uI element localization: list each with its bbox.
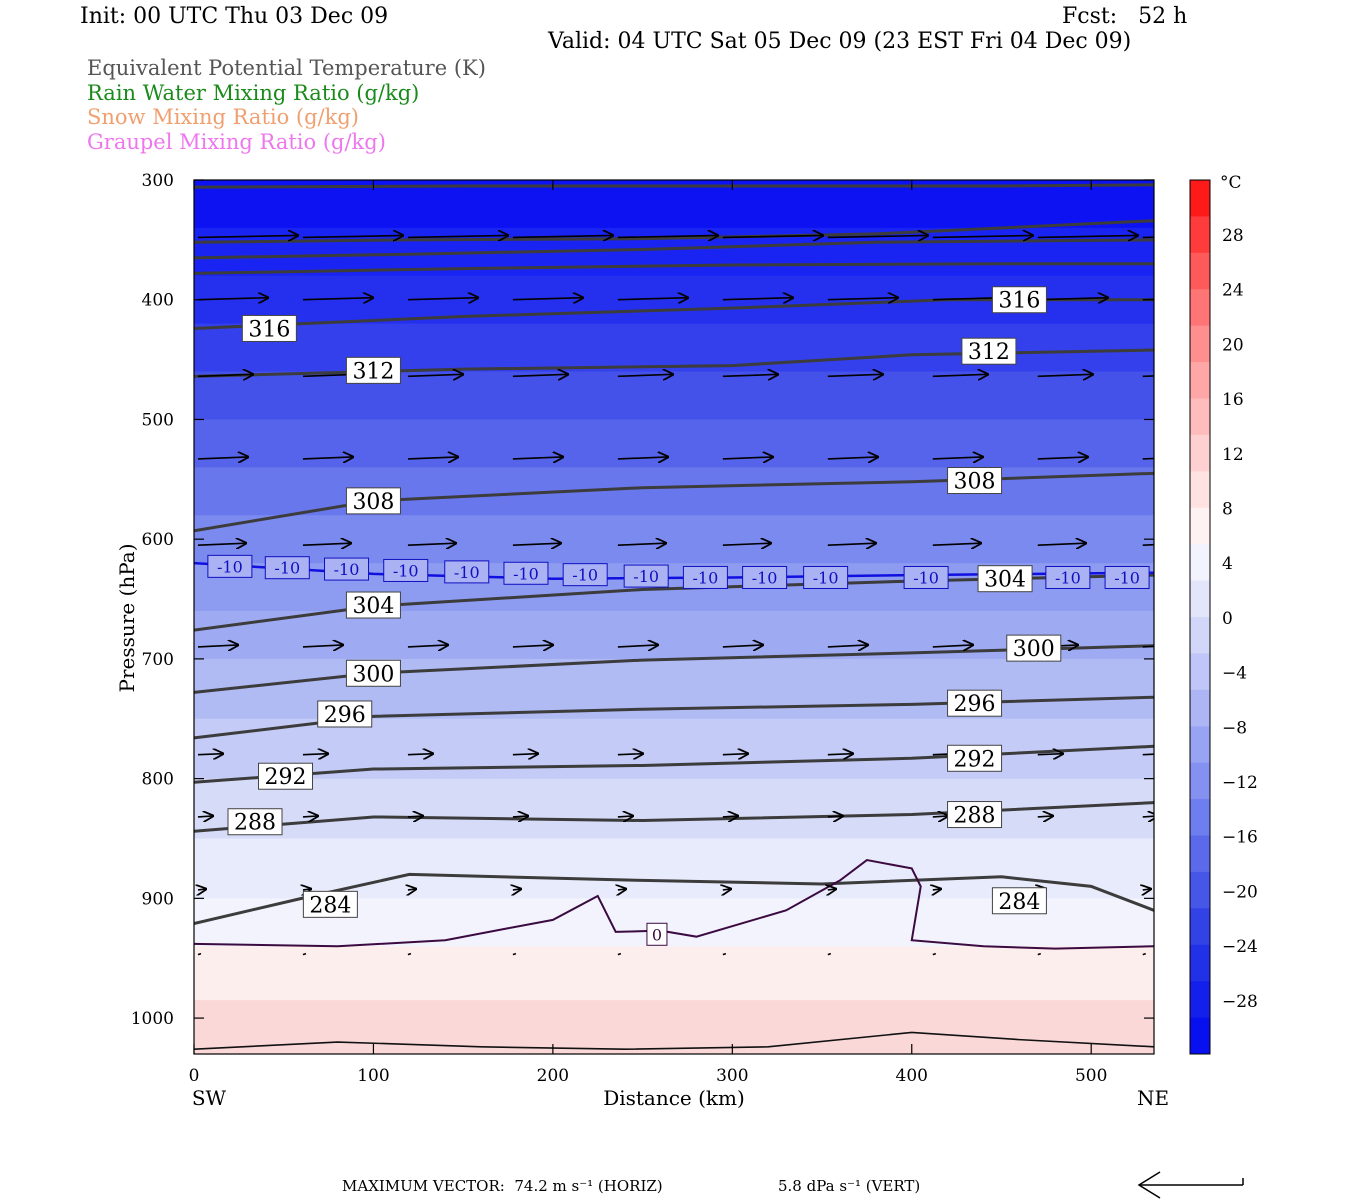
y-axis-title: Pressure (hPa) — [115, 544, 139, 693]
theta-e-label-308: 308 — [954, 470, 996, 495]
theta-e-label-312: 312 — [968, 340, 1010, 365]
wind-vectors — [198, 235, 1154, 956]
theta-e-label-316: 316 — [248, 317, 290, 342]
theta-e-label-300: 300 — [352, 662, 394, 687]
x-tick-label: 400 — [896, 1066, 928, 1086]
isotherm-label-minus10: -10 — [1055, 568, 1081, 587]
colorbar-tick-label: −24 — [1222, 937, 1258, 957]
theta-e-label-312: 312 — [352, 359, 394, 384]
theta-e-label-316: 316 — [998, 289, 1040, 314]
max-vector-vert: 5.8 dPa s⁻¹ (VERT) — [778, 1177, 921, 1195]
y-tick-label: 800 — [142, 770, 174, 790]
y-tick-label: 600 — [142, 530, 174, 550]
isotherm-label-minus10: -10 — [454, 563, 480, 582]
isotherm-label-minus10: -10 — [913, 568, 939, 587]
plot-frame — [193, 179, 1155, 1055]
axes: 300 400 500 600 700 800 900 1000 0 100 200 300 400 50… — [115, 171, 1169, 1110]
theta-e-label-284: 284 — [309, 893, 351, 918]
theta-e-label-304: 304 — [352, 594, 394, 619]
x-tick-label: 0 — [189, 1066, 200, 1086]
colorbar-tick-label: −16 — [1222, 828, 1258, 848]
colorbar-tick-label: −12 — [1222, 773, 1258, 793]
legend-rain-water: Rain Water Mixing Ratio (g/kg) — [87, 81, 420, 105]
y-tick-label: 700 — [142, 650, 174, 670]
x-left-label: SW — [192, 1086, 227, 1110]
theta-e-label-304: 304 — [984, 568, 1026, 593]
x-axis-title: Distance (km) — [603, 1086, 745, 1110]
theta-e-label-292: 292 — [954, 747, 996, 772]
isotherm-label-minus10: -10 — [274, 559, 300, 578]
isotherm-label-minus10: -10 — [752, 568, 778, 587]
colorbar-tick-label: −20 — [1222, 882, 1258, 902]
colorbar: °C 28 24 20 16 12 8 4 0 −4 −8 −12 −16 −20 −24 −28 — [1189, 173, 1258, 1055]
colorbar-tick-label: −8 — [1222, 718, 1247, 738]
legend-graupel: Graupel Mixing Ratio (g/kg) — [87, 130, 386, 154]
init-time: Init: 00 UTC Thu 03 Dec 09 — [80, 4, 389, 29]
x-right-label: NE — [1137, 1086, 1169, 1110]
y-tick-label: 1000 — [131, 1009, 174, 1029]
isotherm-label-minus10: -10 — [1114, 568, 1140, 587]
colorbar-tick-label: 28 — [1222, 226, 1244, 246]
valid-time: Valid: 04 UTC Sat 05 Dec 09 (23 EST Fri … — [548, 29, 1132, 54]
colorbar-unit: °C — [1220, 173, 1242, 193]
isotherm-label-zero: 0 — [652, 925, 662, 944]
isotherm-label-minus10: -10 — [633, 567, 659, 586]
colorbar-tick-label: 24 — [1222, 281, 1244, 301]
x-tick-label: 500 — [1075, 1066, 1107, 1086]
colorbar-tick-label: −28 — [1222, 992, 1258, 1012]
colorbar-tick-label: 16 — [1222, 390, 1244, 410]
contour-labels: 316 316 312 312 308 308 304 304 300 300 296 296 292 2… — [207, 286, 1150, 946]
colorbar-tick-label: 4 — [1222, 554, 1233, 574]
x-tick-label: 200 — [537, 1066, 569, 1086]
isotherm-label-minus10: -10 — [393, 561, 419, 580]
y-tick-label: 300 — [142, 171, 174, 191]
x-tick-label: 300 — [716, 1066, 748, 1086]
legend-theta-e: Equivalent Potential Temperature (K) — [87, 56, 486, 80]
isotherm-label-minus10: -10 — [693, 568, 719, 587]
theta-e-label-288: 288 — [954, 804, 996, 829]
colorbar-tick-label: −4 — [1222, 664, 1247, 684]
y-tick-label: 400 — [142, 291, 174, 311]
theta-e-label-308: 308 — [352, 490, 394, 515]
isotherm-label-minus10: -10 — [572, 566, 598, 585]
colorbar-tick-label: 20 — [1222, 335, 1244, 355]
theta-e-label-284: 284 — [998, 890, 1040, 915]
y-tick-label: 500 — [142, 410, 174, 430]
colorbar-tick-label: 8 — [1222, 500, 1233, 520]
legend-snow: Snow Mixing Ratio (g/kg) — [87, 105, 359, 129]
theta-e-label-292: 292 — [265, 765, 307, 790]
reference-vector-arrow — [1137, 1171, 1244, 1199]
isotherm-label-minus10: -10 — [217, 557, 243, 576]
isotherm-label-minus10: -10 — [813, 568, 839, 587]
theta-e-label-296: 296 — [324, 703, 366, 728]
theta-e-label-296: 296 — [954, 692, 996, 717]
theta-e-label-300: 300 — [1013, 637, 1055, 662]
forecast-hour: Fcst: 52 h — [1062, 4, 1188, 29]
colorbar-tick-label: 12 — [1222, 445, 1244, 465]
y-tick-label: 900 — [142, 889, 174, 909]
isotherm-label-minus10: -10 — [334, 560, 360, 579]
colorbar-tick-label: 0 — [1222, 609, 1233, 629]
max-vector-horiz: MAXIMUM VECTOR: 74.2 m s⁻¹ (HORIZ) — [342, 1177, 663, 1195]
isotherm-label-minus10: -10 — [513, 564, 539, 583]
theta-e-label-288: 288 — [234, 811, 276, 836]
x-tick-label: 100 — [357, 1066, 389, 1086]
